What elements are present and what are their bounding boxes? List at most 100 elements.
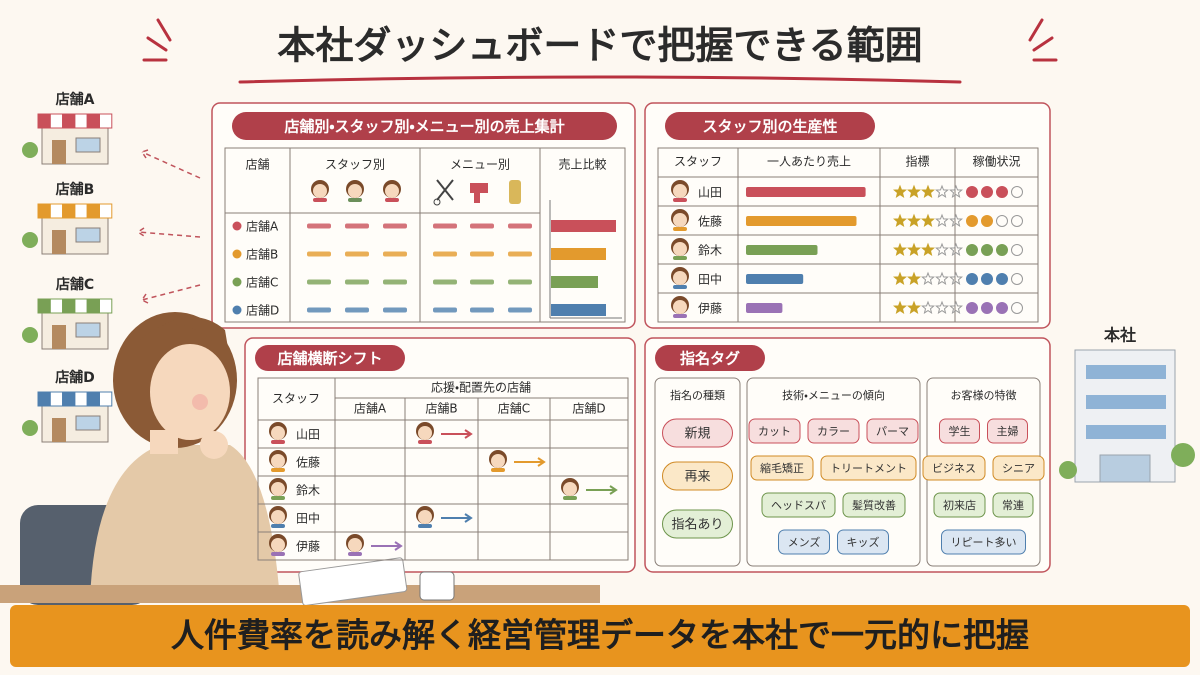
face-skin	[271, 510, 285, 524]
store-awning	[99, 113, 113, 129]
status-dot	[996, 302, 1008, 314]
headquarters-building	[1059, 349, 1195, 483]
compare-bar	[551, 304, 606, 316]
face-body	[418, 524, 432, 528]
face-skin	[271, 454, 285, 468]
store-awning	[49, 203, 64, 219]
tag-label: シニア	[1002, 462, 1035, 475]
compare-bar	[551, 220, 616, 232]
store-awning	[86, 298, 100, 314]
tag-label: 初来店	[943, 499, 976, 512]
assign-arrow	[514, 457, 546, 467]
tag	[662, 461, 733, 491]
icon-dryer	[470, 183, 488, 203]
store-awning	[62, 203, 76, 219]
staff-face	[269, 450, 287, 472]
tag	[922, 455, 986, 481]
face-body	[348, 552, 362, 556]
status-dot	[1011, 273, 1023, 285]
rating-star	[949, 300, 963, 315]
staff-face	[671, 296, 689, 318]
mini-bar	[433, 307, 457, 313]
staff-face	[346, 180, 364, 202]
tag-label: パーマ	[876, 425, 909, 438]
tag-label: 再来	[684, 470, 710, 485]
tag	[662, 418, 733, 448]
face-body	[491, 468, 505, 472]
face-skin	[563, 482, 577, 496]
mini-bar	[383, 307, 407, 313]
assign-arrow	[371, 541, 403, 551]
store-tree	[22, 420, 38, 436]
tag	[750, 455, 814, 481]
icon-scissors	[436, 179, 454, 201]
face-body	[271, 496, 285, 500]
rating-star	[907, 184, 921, 199]
sales-bar	[746, 274, 804, 284]
banner: 人件費率を読み解く経営管理データを本社で一元的に把握	[171, 616, 1029, 655]
status-dot	[996, 186, 1008, 198]
face-body	[418, 440, 432, 444]
rating-star	[935, 271, 949, 286]
tag	[778, 529, 830, 555]
store-door	[52, 325, 66, 349]
icon-bottle	[509, 180, 521, 204]
section-header: スタッフ別の生産性	[702, 118, 837, 136]
staff-face	[561, 478, 579, 500]
section-header: 店舗横断シフト	[277, 350, 382, 368]
face-body	[271, 552, 285, 556]
store-awning	[74, 391, 88, 407]
rating-star	[893, 271, 907, 286]
store-label: 店舗A	[56, 91, 95, 108]
staff-face	[269, 422, 287, 444]
mini-bar	[470, 223, 494, 229]
status-dot	[1011, 302, 1023, 314]
tag-label: メンズ	[788, 535, 821, 549]
store-awning	[86, 391, 100, 407]
banner-bg	[10, 605, 1190, 667]
tag-label: ヘッドスパ	[771, 499, 826, 512]
face-body	[313, 198, 327, 202]
rating-star	[893, 184, 907, 199]
mini-bar	[508, 251, 532, 257]
status-dot	[966, 215, 978, 227]
section-header: 指名タグ	[680, 350, 740, 368]
section-header-bg	[665, 112, 875, 140]
staff-face	[269, 534, 287, 556]
staff-name: 山田	[698, 186, 722, 200]
store-name: 店舗B	[246, 248, 278, 262]
store-arrows	[136, 149, 201, 304]
status-dot	[981, 215, 993, 227]
title-decoration	[142, 18, 1058, 84]
staff-face	[383, 180, 401, 202]
staff-face	[489, 450, 507, 472]
store-awning	[86, 203, 100, 219]
store-dot	[232, 221, 242, 231]
store-awning	[49, 298, 64, 314]
face-body	[673, 198, 687, 202]
status-dot	[1011, 186, 1023, 198]
face-body	[673, 227, 687, 231]
face-body	[563, 496, 577, 500]
tag-label: 新規	[684, 427, 710, 442]
column-header: スタッフ	[272, 392, 320, 406]
tag	[748, 418, 801, 444]
tag-label: リピート多い	[951, 535, 1017, 549]
rating-star	[921, 300, 935, 315]
tag-group-title: 指名の種類	[670, 388, 725, 402]
column-header: 一人あたり売上	[767, 154, 851, 169]
staff-face	[671, 209, 689, 231]
title: 本社ダッシュボードで把握できる範囲	[277, 24, 922, 68]
store-dot	[232, 305, 242, 315]
face-body	[271, 440, 285, 444]
tag-group	[654, 377, 741, 567]
section-header-bg	[232, 112, 617, 140]
mini-bar	[307, 279, 331, 285]
store-tree	[22, 327, 38, 343]
rating-star	[949, 184, 963, 199]
mini-bar	[383, 279, 407, 285]
column-header: 指標	[905, 154, 929, 169]
rating-star	[907, 213, 921, 228]
assign-arrow	[441, 429, 473, 439]
column-header: 売上比較	[558, 157, 606, 172]
